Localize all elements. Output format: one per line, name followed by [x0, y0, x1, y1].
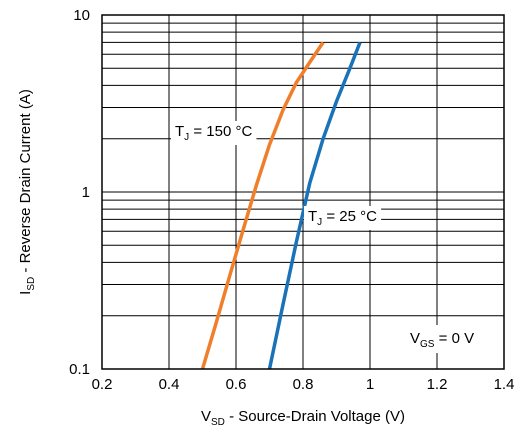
- y-axis-title: ISD - Reverse Drain Current (A): [17, 89, 37, 295]
- plot-frame: [101, 14, 505, 370]
- series-label-25c: TJ = 25 °C: [308, 208, 377, 228]
- vgs-annotation: VGS = 0 V: [410, 330, 474, 350]
- vgs-annotation-box: [402, 325, 494, 353]
- y-tick-label: 0.1: [69, 361, 90, 378]
- y-tick-label: 10: [73, 7, 90, 24]
- x-tick-label: 0.2: [92, 376, 113, 393]
- x-axis-title: VSD - Source-Drain Voltage (V): [201, 408, 405, 428]
- y-tick-label: 1: [82, 184, 90, 201]
- x-tick-label: 0.6: [226, 376, 247, 393]
- x-tick-label: 1.4: [494, 376, 515, 393]
- x-tick-label: 1: [366, 376, 374, 393]
- tick-labels: 0.2 0.4 0.6 0.8 1 1.2 1.4 0.1 1 10: [69, 7, 514, 393]
- x-tick-label: 0.8: [293, 376, 314, 393]
- curves: [200, 41, 362, 370]
- series-line-0: [200, 41, 325, 370]
- series-line-1: [267, 41, 362, 370]
- label-background: [171, 121, 257, 145]
- x-tick-label: 0.4: [159, 376, 180, 393]
- curve-labels: TJ = 150 °C TJ = 25 °C: [171, 121, 382, 230]
- grid-lines: [101, 14, 505, 370]
- label-background: [304, 206, 382, 230]
- x-tick-label: 1.2: [427, 376, 448, 393]
- series-label-150c: TJ = 150 °C: [175, 123, 252, 143]
